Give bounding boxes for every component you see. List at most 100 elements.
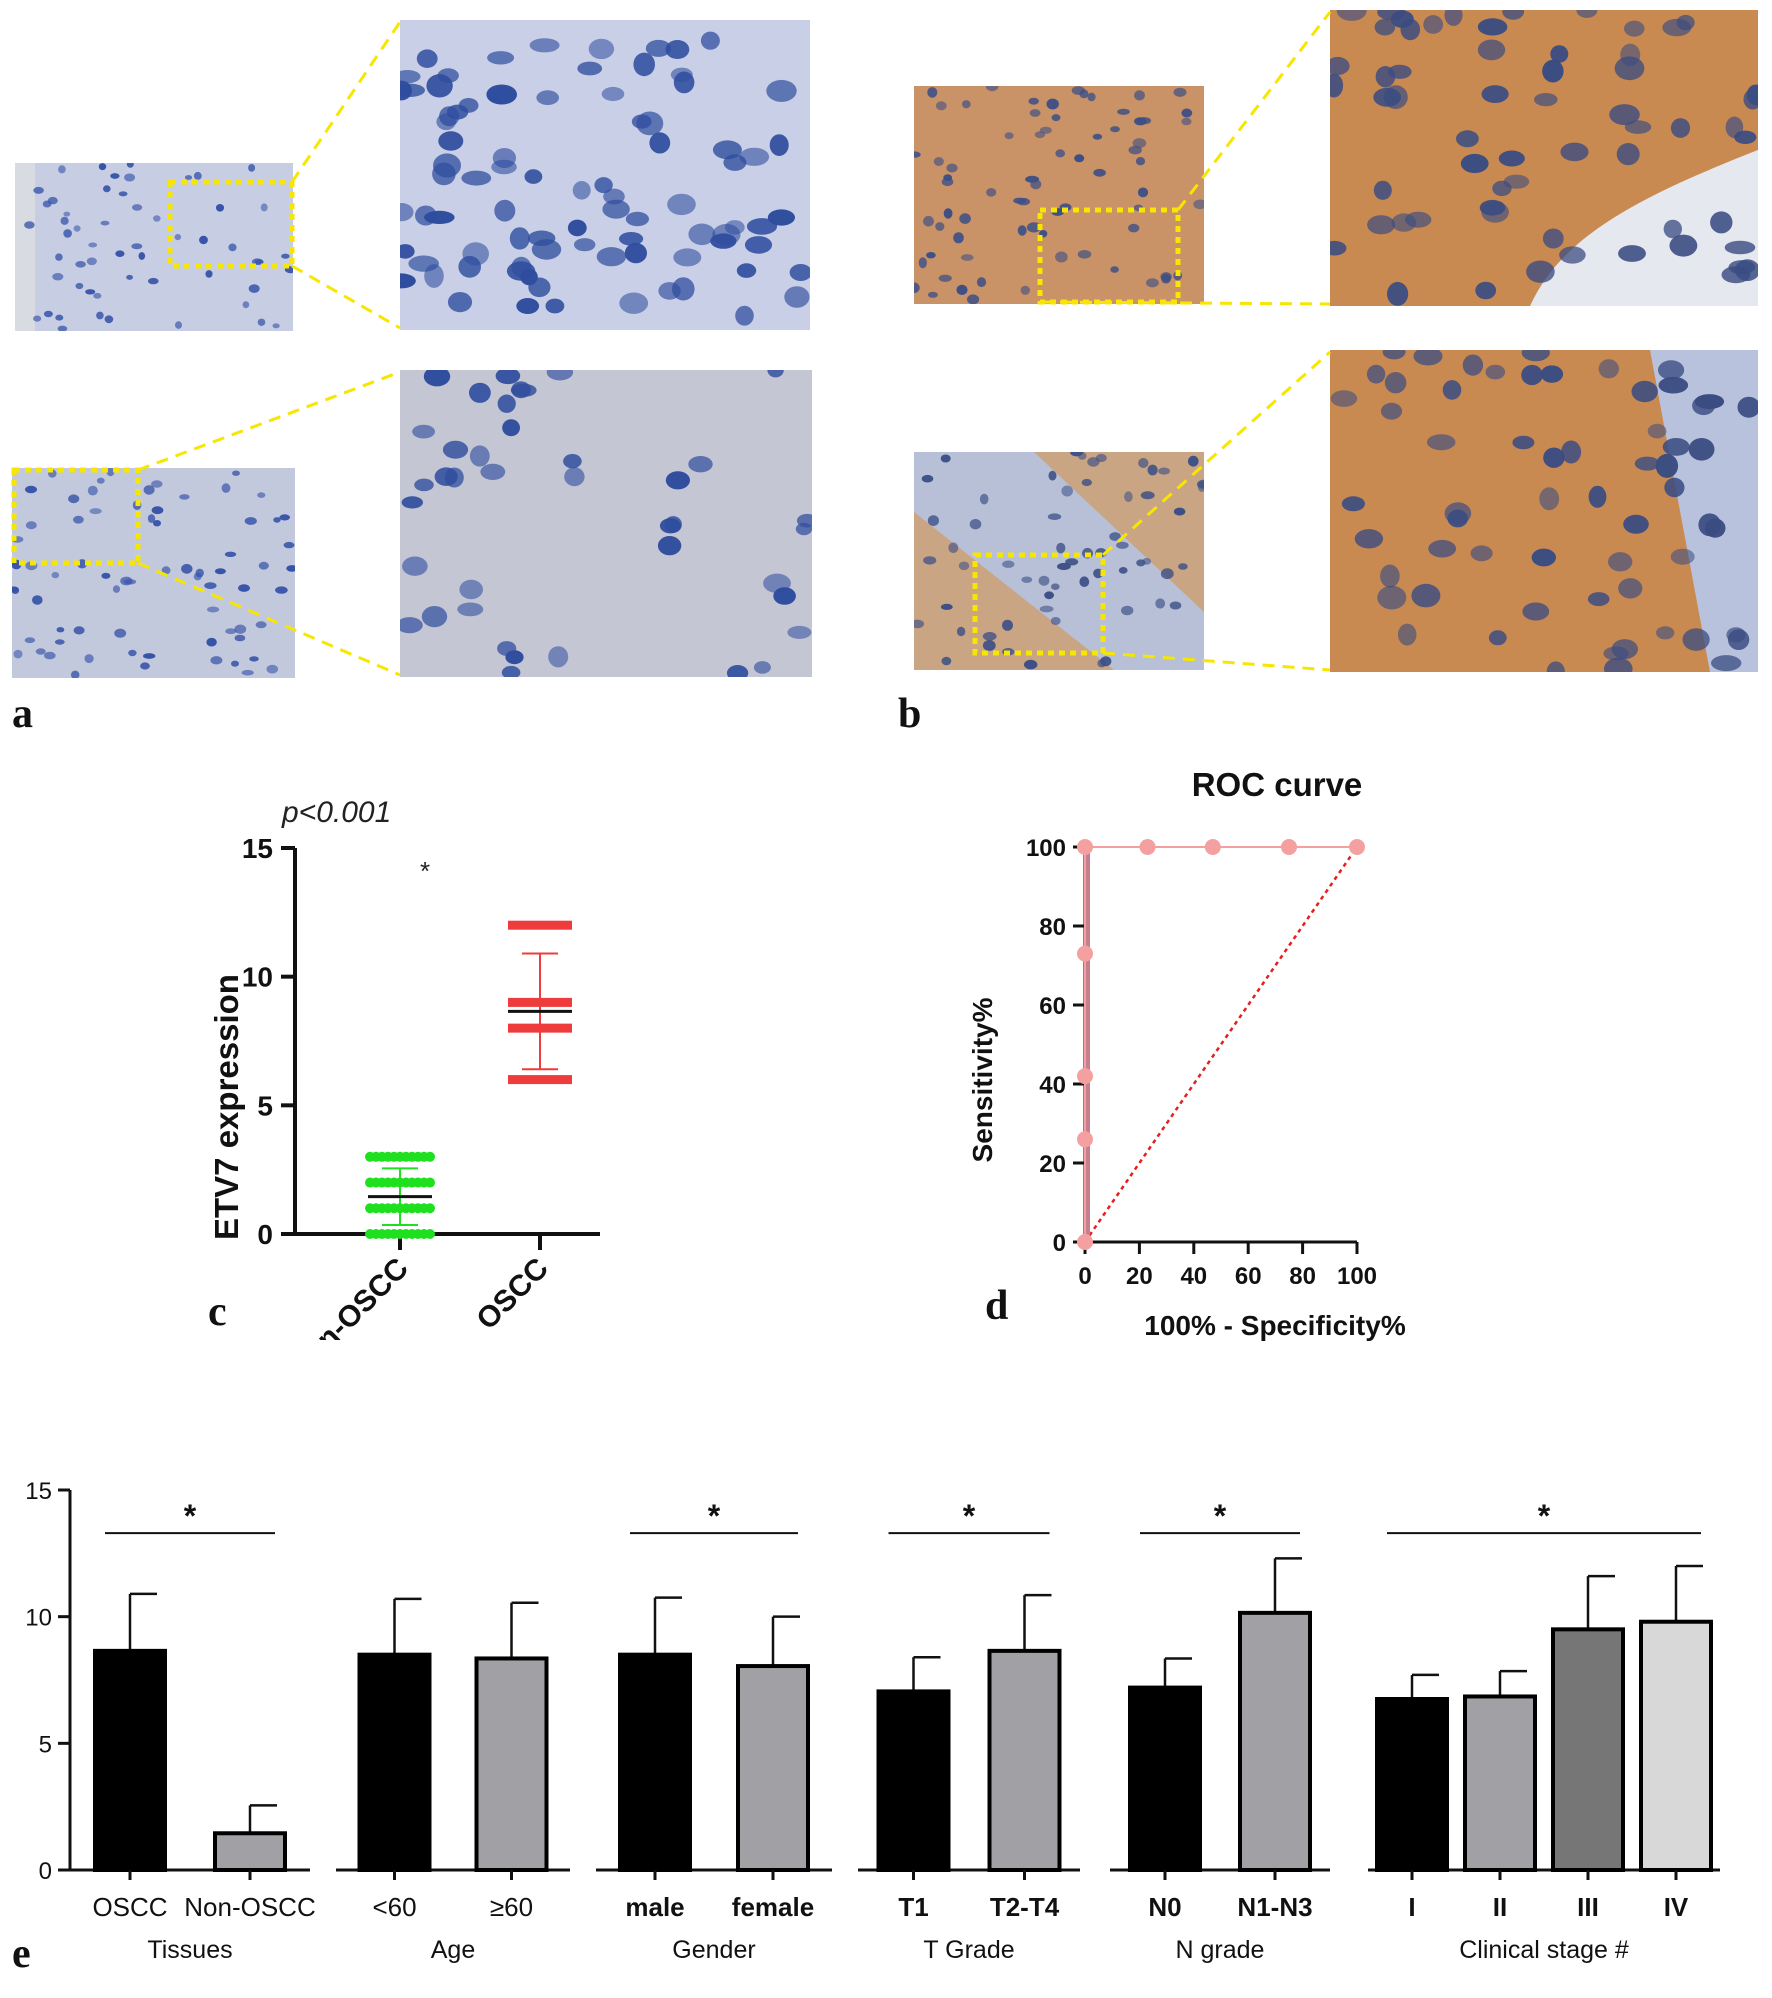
nucleus xyxy=(205,270,213,278)
nucleus xyxy=(927,291,938,298)
nucleus xyxy=(933,157,944,166)
bar xyxy=(736,1664,810,1872)
zoom-connector-line xyxy=(1102,651,1331,672)
nucleus xyxy=(447,292,473,313)
tumor-tissue-micrograph-bottom-zoom xyxy=(1330,350,1758,672)
nucleus xyxy=(73,626,85,635)
nucleus xyxy=(958,561,970,571)
nucleus xyxy=(1521,350,1550,362)
nucleus xyxy=(956,626,966,637)
series-OSCC xyxy=(508,920,572,1085)
nucleus xyxy=(1330,56,1350,76)
nucleus xyxy=(131,204,143,211)
y-axis-label: ETV7 expression xyxy=(208,974,245,1240)
roc-point xyxy=(1204,839,1221,855)
nucleus xyxy=(1354,529,1384,549)
nucleus xyxy=(437,68,459,83)
nucleus xyxy=(688,223,716,246)
nucleus xyxy=(126,163,134,168)
nucleus xyxy=(1341,496,1365,512)
x-tick-label: IV xyxy=(1664,1892,1689,1922)
nucleus xyxy=(1560,142,1589,162)
nucleus xyxy=(1377,585,1407,610)
nucleus xyxy=(1056,542,1066,554)
nucleus xyxy=(1609,104,1640,126)
nucleus xyxy=(1734,130,1757,144)
nucleus xyxy=(1118,567,1128,574)
nucleus xyxy=(114,628,127,638)
nucleus xyxy=(147,514,156,523)
nucleus xyxy=(1503,174,1530,189)
bar xyxy=(357,1652,432,1872)
nucleus xyxy=(918,257,927,269)
nucleus xyxy=(1039,605,1054,613)
tumor-tissue-micrograph-top-zoom xyxy=(1330,10,1758,306)
nucleus xyxy=(1479,199,1506,216)
nucleus xyxy=(424,210,455,224)
nucleus xyxy=(1588,485,1607,508)
bar xyxy=(618,1652,692,1872)
nucleus xyxy=(124,173,136,182)
roc-point xyxy=(1139,839,1156,855)
nucleus xyxy=(1543,447,1565,468)
nucleus xyxy=(1526,260,1555,283)
nucleus xyxy=(1623,514,1649,534)
nucleus xyxy=(446,104,469,120)
nucleus xyxy=(462,242,489,266)
nucleus xyxy=(1727,629,1750,650)
nucleus xyxy=(935,222,945,231)
nucleus xyxy=(1024,659,1038,670)
group-label: Tissues xyxy=(147,1936,232,1964)
nucleus xyxy=(1367,215,1396,235)
bar xyxy=(93,1648,167,1872)
nucleus xyxy=(1135,157,1146,166)
nucleus xyxy=(1380,402,1403,420)
nucleus xyxy=(249,656,259,662)
nucleus xyxy=(914,619,925,629)
nucleus xyxy=(1137,187,1149,198)
nucleus xyxy=(619,292,649,314)
nucleus xyxy=(442,440,469,459)
data-point xyxy=(508,1075,572,1085)
nucleus xyxy=(1117,108,1130,115)
nucleus xyxy=(1110,126,1120,133)
nucleus xyxy=(1618,578,1643,599)
nucleus xyxy=(1081,478,1092,487)
micrograph-canvas xyxy=(15,163,293,331)
nucleus xyxy=(923,556,937,565)
nucleus xyxy=(1444,502,1472,525)
nucleus xyxy=(112,585,121,593)
nucleus xyxy=(1488,630,1507,646)
micrograph-canvas xyxy=(400,370,812,677)
nucleus xyxy=(175,321,182,329)
nucleus xyxy=(927,87,938,98)
nucleus xyxy=(206,637,217,647)
nucleus xyxy=(914,151,921,158)
nucleus xyxy=(767,209,795,226)
nucleus xyxy=(1380,564,1400,588)
nucleus xyxy=(63,229,72,238)
y-tick-label: 5 xyxy=(257,1090,273,1121)
nucleus xyxy=(948,542,959,554)
nucleus xyxy=(400,244,415,259)
micrograph-canvas xyxy=(1330,10,1758,306)
nucleus xyxy=(495,370,521,385)
nucleus xyxy=(273,517,281,523)
y-tick-label: 0 xyxy=(39,1858,52,1885)
nucleus xyxy=(1100,656,1112,667)
nucleus xyxy=(486,84,517,105)
nucleus xyxy=(63,211,71,217)
nucleus xyxy=(195,568,204,578)
nucleus xyxy=(143,653,156,659)
bar xyxy=(1551,1627,1625,1872)
nucleus xyxy=(56,627,65,633)
nucleus xyxy=(1044,591,1054,600)
nucleus xyxy=(257,492,266,498)
zoom-connector-line xyxy=(1176,11,1332,211)
group-tissues: 0 5 10 15 OSCC Non-OSCC Tissues * xyxy=(25,1478,315,1964)
nucleus xyxy=(151,480,163,488)
nucleus xyxy=(12,586,20,594)
nucleus xyxy=(1020,285,1030,295)
panel-letter-d: d xyxy=(985,1283,1009,1329)
nucleus xyxy=(1055,149,1065,158)
